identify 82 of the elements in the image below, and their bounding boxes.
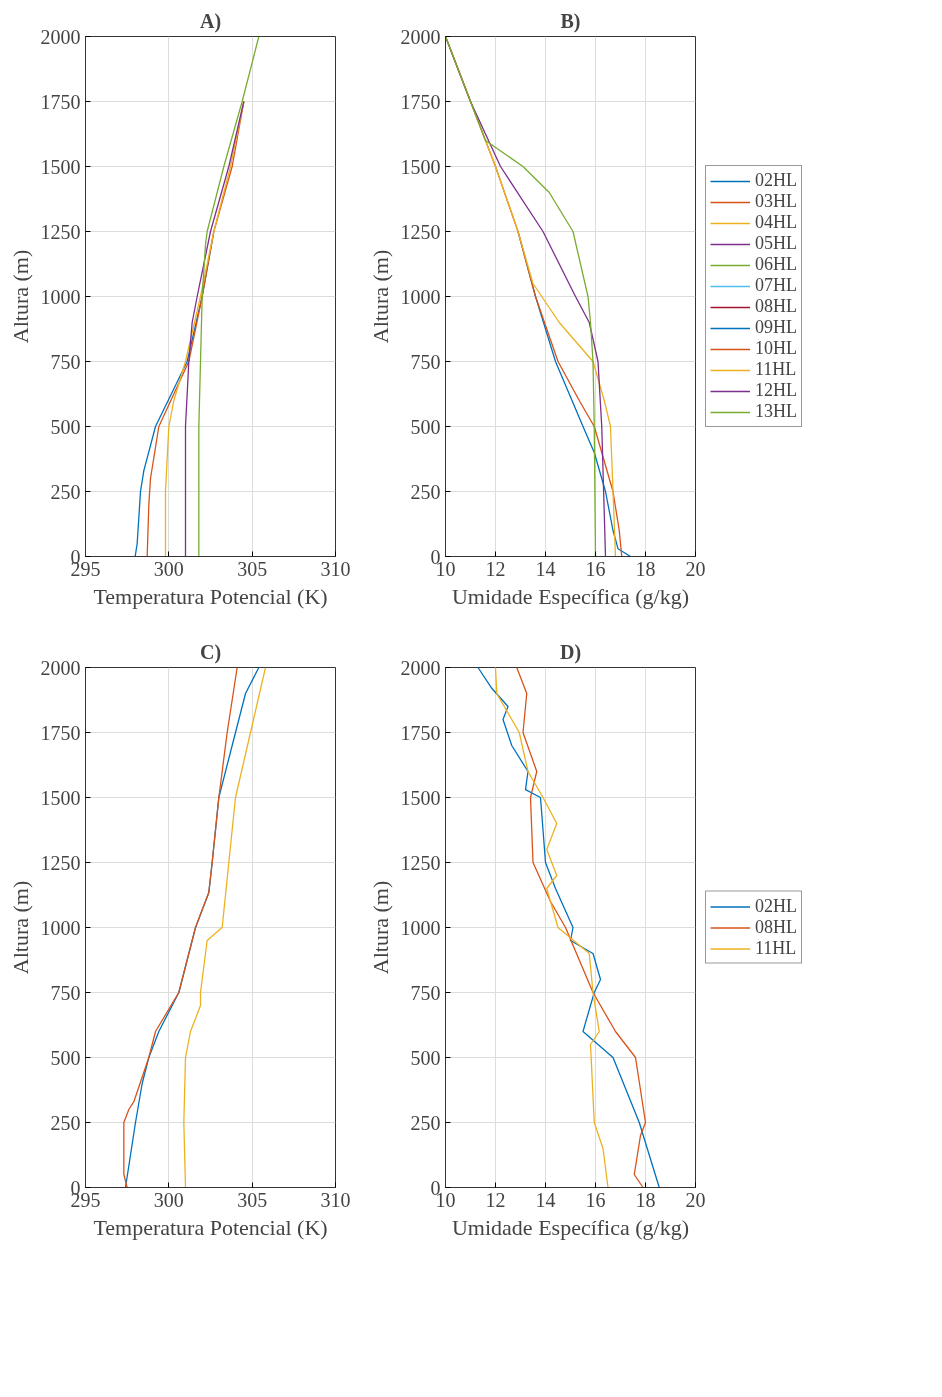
y-tick-label: 2000 bbox=[400, 656, 441, 679]
legend-label: 08HL bbox=[755, 916, 797, 938]
y-tick-label: 500 bbox=[50, 1046, 81, 1069]
legend-label: 06HL bbox=[755, 254, 797, 275]
x-tick-label: 16 bbox=[585, 1188, 606, 1211]
legend-label: 04HL bbox=[755, 212, 797, 233]
y-tick-label: 750 bbox=[50, 981, 81, 1004]
y-tick-label: 1250 bbox=[40, 220, 81, 243]
y-tick-label: 750 bbox=[410, 350, 441, 373]
x-tick-label: 300 bbox=[153, 1188, 184, 1211]
y-tick-label: 1000 bbox=[400, 285, 441, 308]
y-tick-label: 1500 bbox=[400, 786, 441, 809]
x-tick-label: 18 bbox=[635, 557, 656, 580]
legend-label: 09HL bbox=[755, 317, 797, 338]
y-tick-label: 1250 bbox=[400, 851, 441, 874]
legend-label: 11HL bbox=[755, 937, 797, 959]
chart-title: D) bbox=[559, 640, 582, 664]
y-axis-title: Altura (m) bbox=[367, 880, 393, 975]
legend-label: 10HL bbox=[755, 338, 797, 359]
y-tick-label: 2000 bbox=[400, 25, 441, 48]
chart-title: A) bbox=[199, 9, 222, 33]
x-tick-label: 305 bbox=[237, 557, 268, 580]
legend-label: 02HL bbox=[755, 170, 797, 191]
x-tick-label: 20 bbox=[685, 1188, 706, 1211]
y-tick-label: 500 bbox=[410, 1046, 441, 1069]
y-axis-title: Altura (m) bbox=[367, 249, 393, 344]
x-tick-label: 14 bbox=[535, 557, 556, 580]
line-series bbox=[123, 667, 238, 1188]
x-tick-label: 20 bbox=[685, 557, 706, 580]
x-axis-title: Temperatura Potencial (K) bbox=[93, 583, 328, 609]
y-tick-label: 500 bbox=[410, 415, 441, 438]
x-tick-label: 310 bbox=[320, 1188, 351, 1211]
legend-label: 02HL bbox=[755, 895, 797, 917]
y-tick-label: 1750 bbox=[400, 721, 441, 744]
y-tick-label: 1750 bbox=[40, 721, 81, 744]
x-axis-title: Umidade Específica (g/kg) bbox=[451, 1214, 690, 1240]
y-tick-label: 2000 bbox=[40, 656, 81, 679]
y-tick-label: 2000 bbox=[40, 25, 81, 48]
y-tick-label: 750 bbox=[50, 350, 81, 373]
y-tick-label: 1500 bbox=[40, 155, 81, 178]
x-axis-title: Umidade Específica (g/kg) bbox=[451, 583, 690, 609]
legend-label: 12HL bbox=[755, 380, 797, 401]
line-series bbox=[477, 667, 660, 1188]
x-axis-title: Temperatura Potencial (K) bbox=[93, 1214, 328, 1240]
y-tick-label: 250 bbox=[410, 480, 441, 503]
y-tick-label: 250 bbox=[50, 1111, 81, 1134]
x-tick-label: 305 bbox=[237, 1188, 268, 1211]
y-tick-label: 1750 bbox=[40, 90, 81, 113]
legend-label: 13HL bbox=[755, 401, 797, 422]
y-tick-label: 1000 bbox=[40, 285, 81, 308]
y-tick-label: 250 bbox=[50, 480, 81, 503]
x-tick-label: 18 bbox=[635, 1188, 656, 1211]
x-tick-label: 300 bbox=[153, 557, 184, 580]
y-tick-label: 1250 bbox=[400, 220, 441, 243]
legend-label: 08HL bbox=[755, 296, 797, 317]
y-tick-label: 500 bbox=[50, 415, 81, 438]
legend-label: 11HL bbox=[755, 359, 797, 380]
y-tick-label: 1000 bbox=[400, 916, 441, 939]
line-series bbox=[183, 667, 267, 1188]
line-series bbox=[184, 100, 245, 557]
legend-label: 03HL bbox=[755, 191, 797, 212]
chart-title: C) bbox=[199, 640, 222, 664]
legend-label: 07HL bbox=[755, 275, 797, 296]
y-tick-label: 1250 bbox=[40, 851, 81, 874]
x-tick-label: 310 bbox=[320, 557, 351, 580]
y-tick-label: 1500 bbox=[40, 786, 81, 809]
x-tick-label: 14 bbox=[535, 1188, 556, 1211]
y-tick-label: 1000 bbox=[40, 916, 81, 939]
x-tick-label: 12 bbox=[485, 1188, 506, 1211]
y-axis-title: Altura (m) bbox=[7, 880, 33, 975]
x-tick-label: 12 bbox=[485, 557, 506, 580]
y-tick-label: 1750 bbox=[400, 90, 441, 113]
line-series bbox=[494, 667, 609, 1188]
line-series bbox=[516, 667, 647, 1188]
chart-title: B) bbox=[560, 9, 581, 33]
x-tick-label: 16 bbox=[585, 557, 606, 580]
line-series bbox=[198, 36, 260, 557]
y-axis-title: Altura (m) bbox=[7, 249, 33, 344]
y-tick-label: 250 bbox=[410, 1111, 441, 1134]
y-tick-label: 1500 bbox=[400, 155, 441, 178]
y-tick-label: 750 bbox=[410, 981, 441, 1004]
legend-label: 05HL bbox=[755, 233, 797, 254]
